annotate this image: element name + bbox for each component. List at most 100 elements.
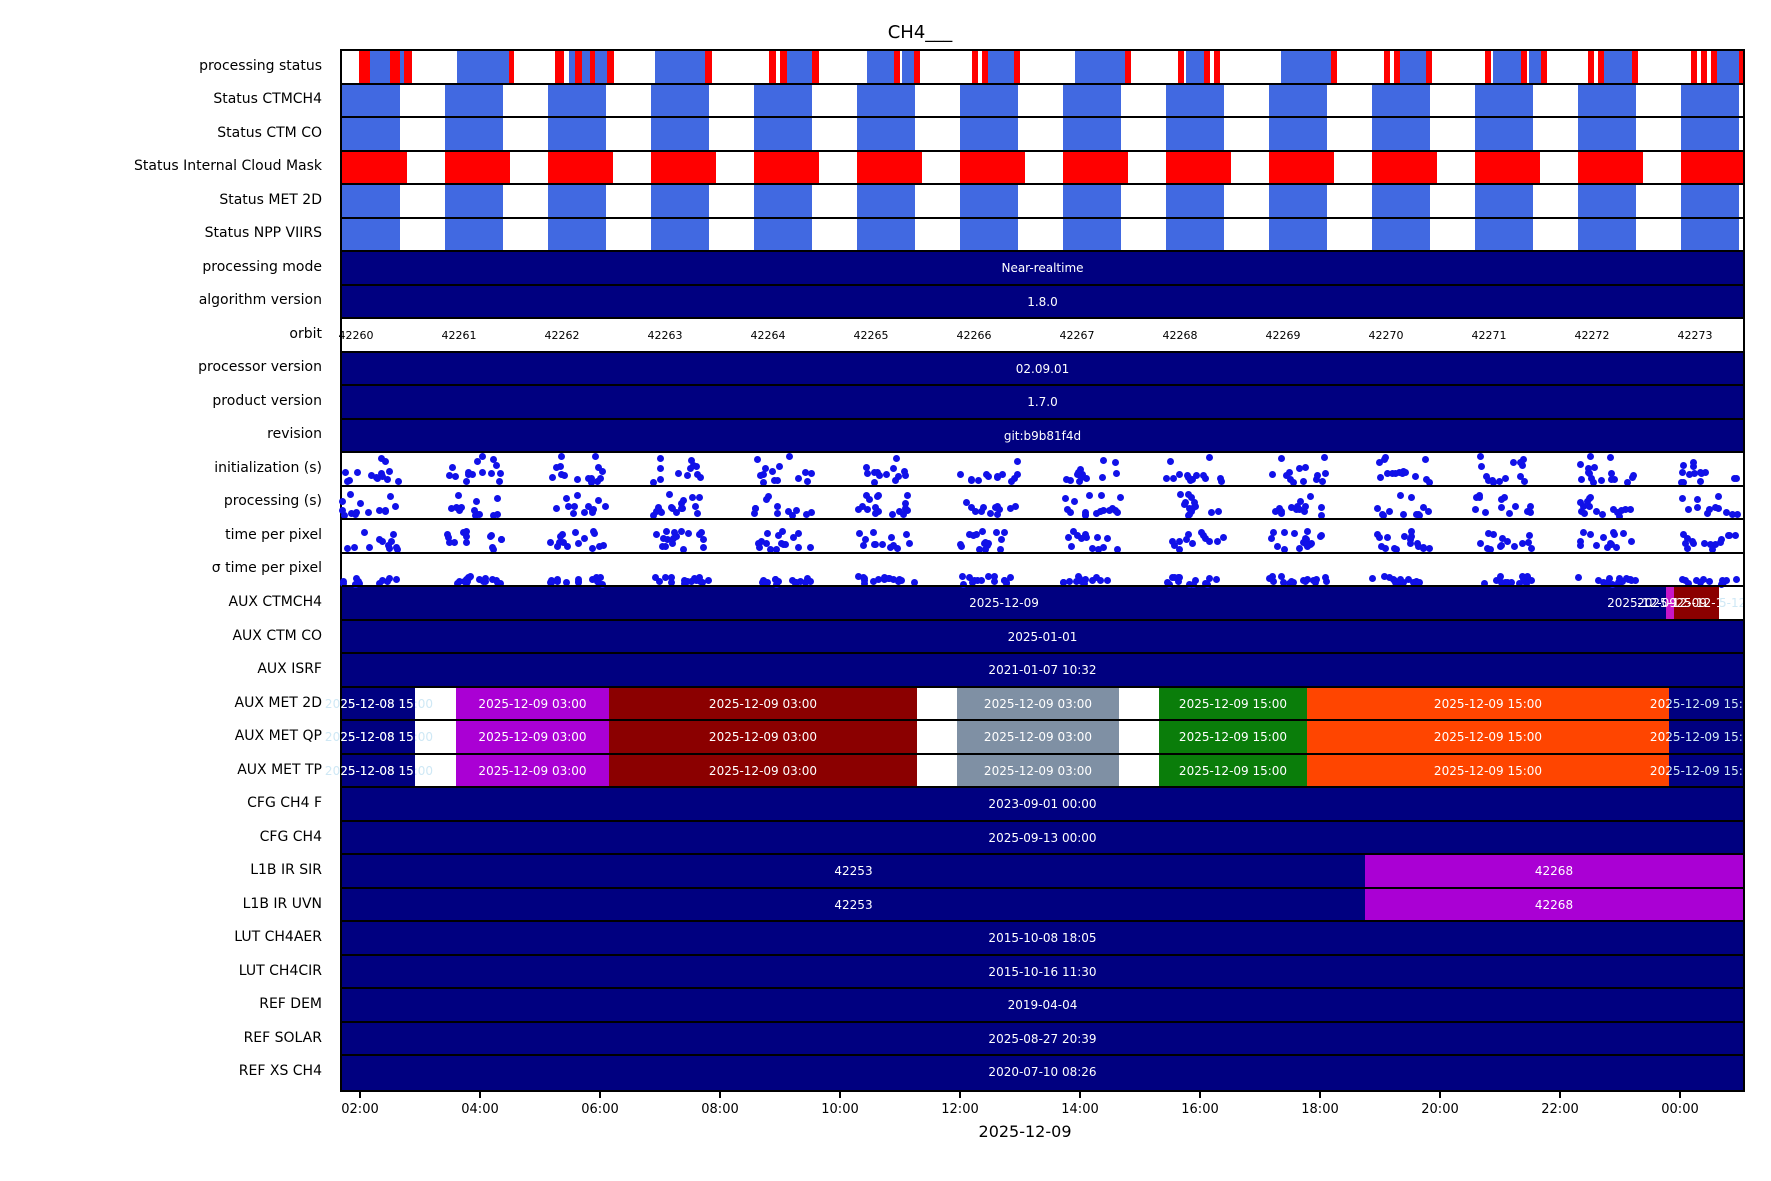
scatter-dot	[1579, 529, 1587, 537]
row-separator	[342, 752, 1743, 755]
scatter-dot	[1677, 478, 1685, 486]
scatter-dot	[448, 463, 456, 471]
scatter-dot	[1521, 478, 1529, 485]
timeline-segment	[609, 721, 917, 755]
scatter-dot	[752, 504, 760, 512]
timeline-segment	[548, 185, 606, 219]
scatter-dot	[1679, 494, 1686, 502]
scatter-dot	[1277, 454, 1285, 462]
timeline-segment	[1119, 721, 1159, 755]
scatter-dot	[1074, 532, 1082, 540]
segment-label-clip: 2025-12-10	[1674, 587, 1719, 621]
timeline-segment	[972, 51, 978, 85]
orbit-number: 42262	[544, 329, 580, 343]
scatter-dot	[1113, 508, 1121, 516]
scatter-dot	[599, 541, 607, 549]
scatter-dot	[1312, 578, 1320, 586]
scatter-dot	[983, 470, 991, 478]
segment-label: 2025-09-13 00:00	[988, 830, 1097, 845]
scatter-dot	[994, 510, 1002, 518]
row-separator	[342, 149, 1743, 152]
scatter-dot	[1399, 511, 1407, 519]
row-separator	[342, 116, 1743, 119]
scatter-dot	[860, 574, 868, 582]
scatter-dot	[1407, 494, 1415, 502]
scatter-dot	[350, 543, 358, 551]
timeline-row-cfg-ch4-f: 2023-09-01 00:00	[342, 788, 1743, 822]
row-separator	[342, 1054, 1743, 1057]
row-separator	[342, 518, 1743, 521]
overlap-label: 2025-12-09 15:00	[1669, 763, 1743, 778]
scatter-dot	[1527, 577, 1535, 585]
scatter-dot	[1094, 534, 1102, 542]
scatter-dot	[1701, 539, 1709, 547]
scatter-dot	[570, 503, 578, 511]
scatter-dot	[1574, 574, 1582, 582]
timeline-segment	[1681, 185, 1739, 219]
row-separator	[342, 183, 1743, 186]
segment-label: 2019-04-04	[1007, 998, 1078, 1013]
scatter-dot	[778, 528, 786, 536]
scatter-dot	[462, 575, 470, 583]
scatter-dot	[1605, 574, 1613, 582]
scatter-dot	[1493, 576, 1501, 584]
scatter-dot	[1528, 544, 1536, 552]
row-separator	[342, 920, 1743, 923]
scatter-dot	[1707, 541, 1715, 549]
scatter-dot	[1520, 456, 1528, 464]
scatter-dot	[1584, 465, 1592, 473]
timeline-segment	[359, 51, 370, 85]
timeline-segment	[1701, 51, 1707, 85]
timeline-segment	[445, 218, 503, 253]
scatter-dot	[572, 529, 580, 536]
scatter-dot	[894, 544, 902, 552]
scatter-dot	[985, 539, 993, 547]
scatter-dot	[556, 532, 564, 540]
scatter-dot	[595, 464, 603, 472]
scatter-dot	[903, 507, 911, 515]
timeline-segment	[342, 788, 1743, 822]
scatter-dot	[1082, 530, 1090, 538]
scatter-dot	[1006, 505, 1014, 513]
scatter-dot	[1075, 477, 1083, 485]
scatter-dot	[1517, 472, 1524, 480]
timeline-segment	[582, 51, 590, 85]
scatter-dot	[384, 541, 392, 549]
timeline-segment	[1119, 687, 1159, 722]
scatter-dot	[1705, 505, 1713, 513]
scatter-dot	[1613, 544, 1621, 552]
scatter-dot	[792, 507, 800, 515]
scatter-dot	[1097, 576, 1105, 584]
timeline-segment	[1372, 185, 1430, 219]
scatter-dot	[346, 491, 354, 499]
segment-label: 42253	[834, 897, 873, 912]
x-axis-tick	[839, 1090, 841, 1098]
scatter-dot	[756, 472, 764, 480]
timeline-row-processing-mode: Near-realtime	[342, 252, 1743, 286]
chart-title: CH4___	[887, 22, 953, 43]
scatter-dot	[1392, 469, 1400, 477]
scatter-dot	[1503, 579, 1511, 587]
timeline-segment	[960, 218, 1018, 253]
scatter-dot	[1313, 476, 1321, 484]
scatter-dot	[807, 509, 815, 517]
scatter-dot	[494, 494, 502, 502]
scatter-dot	[960, 580, 968, 588]
timeline-segment	[1711, 51, 1717, 85]
segment-label: 2025-12-09 03:00	[478, 696, 587, 711]
scatter-dot	[379, 577, 387, 585]
scatter-dot	[768, 468, 776, 476]
x-axis-tick-label: 08:00	[701, 1102, 739, 1117]
timeline-segment	[607, 51, 614, 85]
segment-label-clip: 2025-12-09 03:00	[456, 688, 609, 722]
row-separator	[342, 987, 1743, 990]
scatter-dot	[471, 511, 479, 519]
scatter-dot	[1281, 546, 1289, 554]
scatter-dot	[1067, 543, 1075, 551]
timeline-segment	[342, 419, 1743, 454]
scatter-dot	[1425, 479, 1433, 487]
scatter-dot	[561, 472, 569, 480]
scatter-dot	[448, 504, 456, 512]
timeline-row-aux-met-2d: 2025-12-09 03:00 2025-12-09 03:00 2025-12-…	[325, 687, 1743, 722]
scatter-dot	[655, 503, 663, 511]
